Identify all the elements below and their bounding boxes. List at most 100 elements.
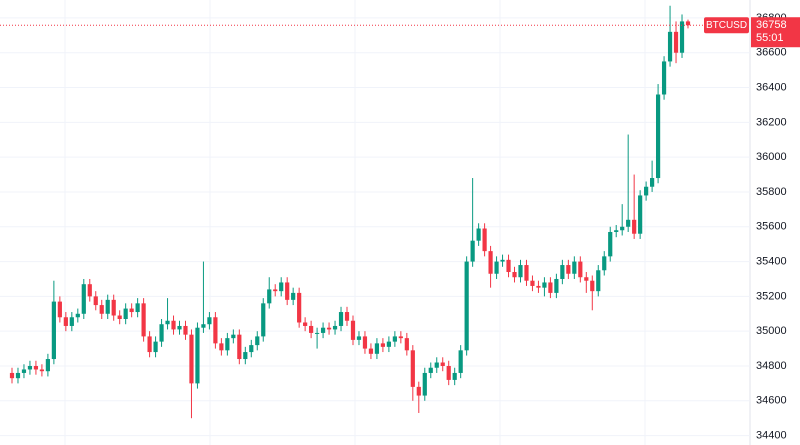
candle-body	[655, 94, 661, 179]
candle-body	[667, 31, 673, 62]
candle-body	[578, 261, 583, 278]
candle-body	[249, 345, 254, 353]
last-price-label: 36758	[756, 19, 787, 31]
candle-body	[440, 362, 445, 366]
candle-body	[566, 265, 571, 274]
y-tick-label: 35600	[756, 221, 787, 233]
candle-body	[380, 343, 386, 347]
y-tick-label: 35000	[756, 325, 787, 337]
candle-body	[123, 308, 128, 320]
candle-body	[195, 327, 200, 384]
candle-body	[309, 325, 314, 333]
candle-body	[524, 265, 529, 281]
y-tick-label: 34400	[756, 430, 787, 442]
candle-body	[584, 277, 589, 281]
candle-body	[267, 289, 272, 304]
candle-body	[273, 289, 278, 292]
candle-body	[368, 348, 374, 354]
candle-body	[129, 308, 134, 313]
y-tick-label: 34800	[756, 360, 787, 372]
candle-body	[105, 299, 110, 314]
candle-body	[644, 186, 649, 196]
candle-body	[560, 265, 565, 279]
candle-body	[21, 369, 27, 373]
candle-body	[500, 259, 505, 262]
candle-body	[536, 285, 541, 288]
y-tick-label: 36400	[756, 81, 787, 93]
candle-body	[213, 317, 218, 344]
candle-body	[285, 282, 290, 300]
candle-body	[434, 362, 439, 368]
candle-body	[446, 365, 451, 380]
candle-body	[661, 61, 667, 95]
candle-body	[494, 261, 499, 274]
candle-body	[57, 301, 62, 318]
candle-body	[279, 282, 284, 292]
y-tick-label: 35400	[756, 255, 787, 267]
candle-body	[650, 178, 655, 187]
symbol-tag	[704, 17, 749, 34]
candle-body	[219, 343, 224, 351]
candle-body	[320, 327, 326, 333]
y-tick-label: 35800	[756, 186, 787, 198]
candle-body	[171, 320, 176, 330]
price-tag	[751, 17, 800, 48]
candle-body	[590, 280, 595, 292]
candle-body	[596, 270, 601, 292]
vertical-grid	[64, 0, 646, 445]
candle-body	[392, 336, 397, 342]
candle-body	[476, 228, 481, 241]
candle-body	[81, 284, 86, 314]
candle-body	[386, 341, 391, 347]
y-tick-label: 36000	[756, 151, 787, 163]
candle-body	[506, 259, 511, 273]
candle-body	[141, 303, 146, 337]
candle-body	[147, 336, 152, 353]
candle-body	[422, 372, 427, 396]
candle-body	[673, 31, 679, 53]
candle-body	[518, 265, 523, 278]
candle-body	[482, 228, 487, 252]
candle-body	[638, 195, 643, 234]
candle-body	[183, 325, 188, 335]
candle-body	[225, 338, 230, 351]
countdown-label: 55:01	[756, 32, 784, 44]
candle-body	[338, 312, 344, 326]
candle-body	[27, 365, 33, 370]
candle-body	[572, 261, 577, 274]
candle-body	[416, 386, 421, 396]
candle-body	[374, 343, 380, 354]
candle-body	[620, 226, 625, 231]
symbol-label: BTCUSD	[706, 20, 747, 31]
candle-body	[608, 231, 613, 257]
candle-body	[303, 322, 308, 326]
candle-body	[51, 301, 56, 360]
candle-body	[135, 303, 140, 313]
candle-body	[410, 350, 415, 387]
candle-body	[602, 256, 607, 271]
candle-body	[153, 341, 158, 353]
candle-body	[548, 282, 553, 293]
candle-body	[458, 350, 463, 373]
candle-body	[530, 280, 535, 286]
candle-body	[679, 21, 685, 53]
candle-body	[362, 336, 368, 349]
candle-body	[344, 312, 350, 321]
candle-body	[45, 359, 50, 372]
candle-body	[39, 369, 45, 372]
candle-body	[33, 365, 39, 370]
candle-body	[255, 336, 260, 346]
candle-body	[470, 240, 475, 262]
candle-body	[428, 367, 433, 373]
candle-body	[554, 278, 559, 293]
candle-body	[15, 372, 21, 379]
candle-body	[87, 284, 92, 297]
candle-body	[111, 299, 116, 316]
y-tick-label: 36600	[756, 47, 787, 59]
candle-body	[207, 317, 212, 325]
candle-body	[231, 334, 236, 339]
candle-body	[291, 292, 296, 300]
candle-body	[542, 282, 547, 288]
candle-body	[404, 338, 409, 351]
